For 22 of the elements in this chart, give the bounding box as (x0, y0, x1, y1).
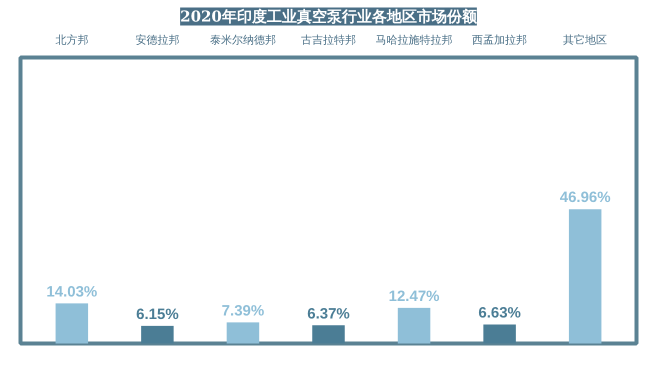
x-tick-label: 古吉拉特邦 (301, 34, 356, 46)
bar (56, 303, 88, 344)
x-tick-label: 泰米尔纳德邦 (210, 34, 276, 46)
data-label: 7.39% (222, 302, 264, 320)
data-label: 46.96% (560, 189, 611, 206)
bar (398, 308, 430, 344)
data-label: 6.37% (307, 305, 350, 322)
x-tick-label: 北方邦 (55, 34, 88, 46)
chart-title: 2020年印度工业真空泵行业各地区市场份额 (180, 8, 478, 26)
x-tick-label: 西孟加拉邦 (472, 34, 528, 46)
data-label: 6.15% (136, 306, 179, 323)
bar (312, 325, 345, 344)
x-tick-label: 安德拉邦 (135, 34, 180, 46)
bar (226, 322, 260, 344)
x-tick-label: 其它地区 (563, 34, 608, 46)
data-label: 12.47% (388, 288, 440, 305)
bar (568, 209, 602, 344)
data-label: 14.03% (46, 283, 98, 300)
bar (483, 324, 516, 344)
data-label: 6.63% (478, 304, 521, 322)
bar (141, 326, 174, 344)
x-tick-label: 马哈拉施特拉邦 (376, 34, 453, 46)
